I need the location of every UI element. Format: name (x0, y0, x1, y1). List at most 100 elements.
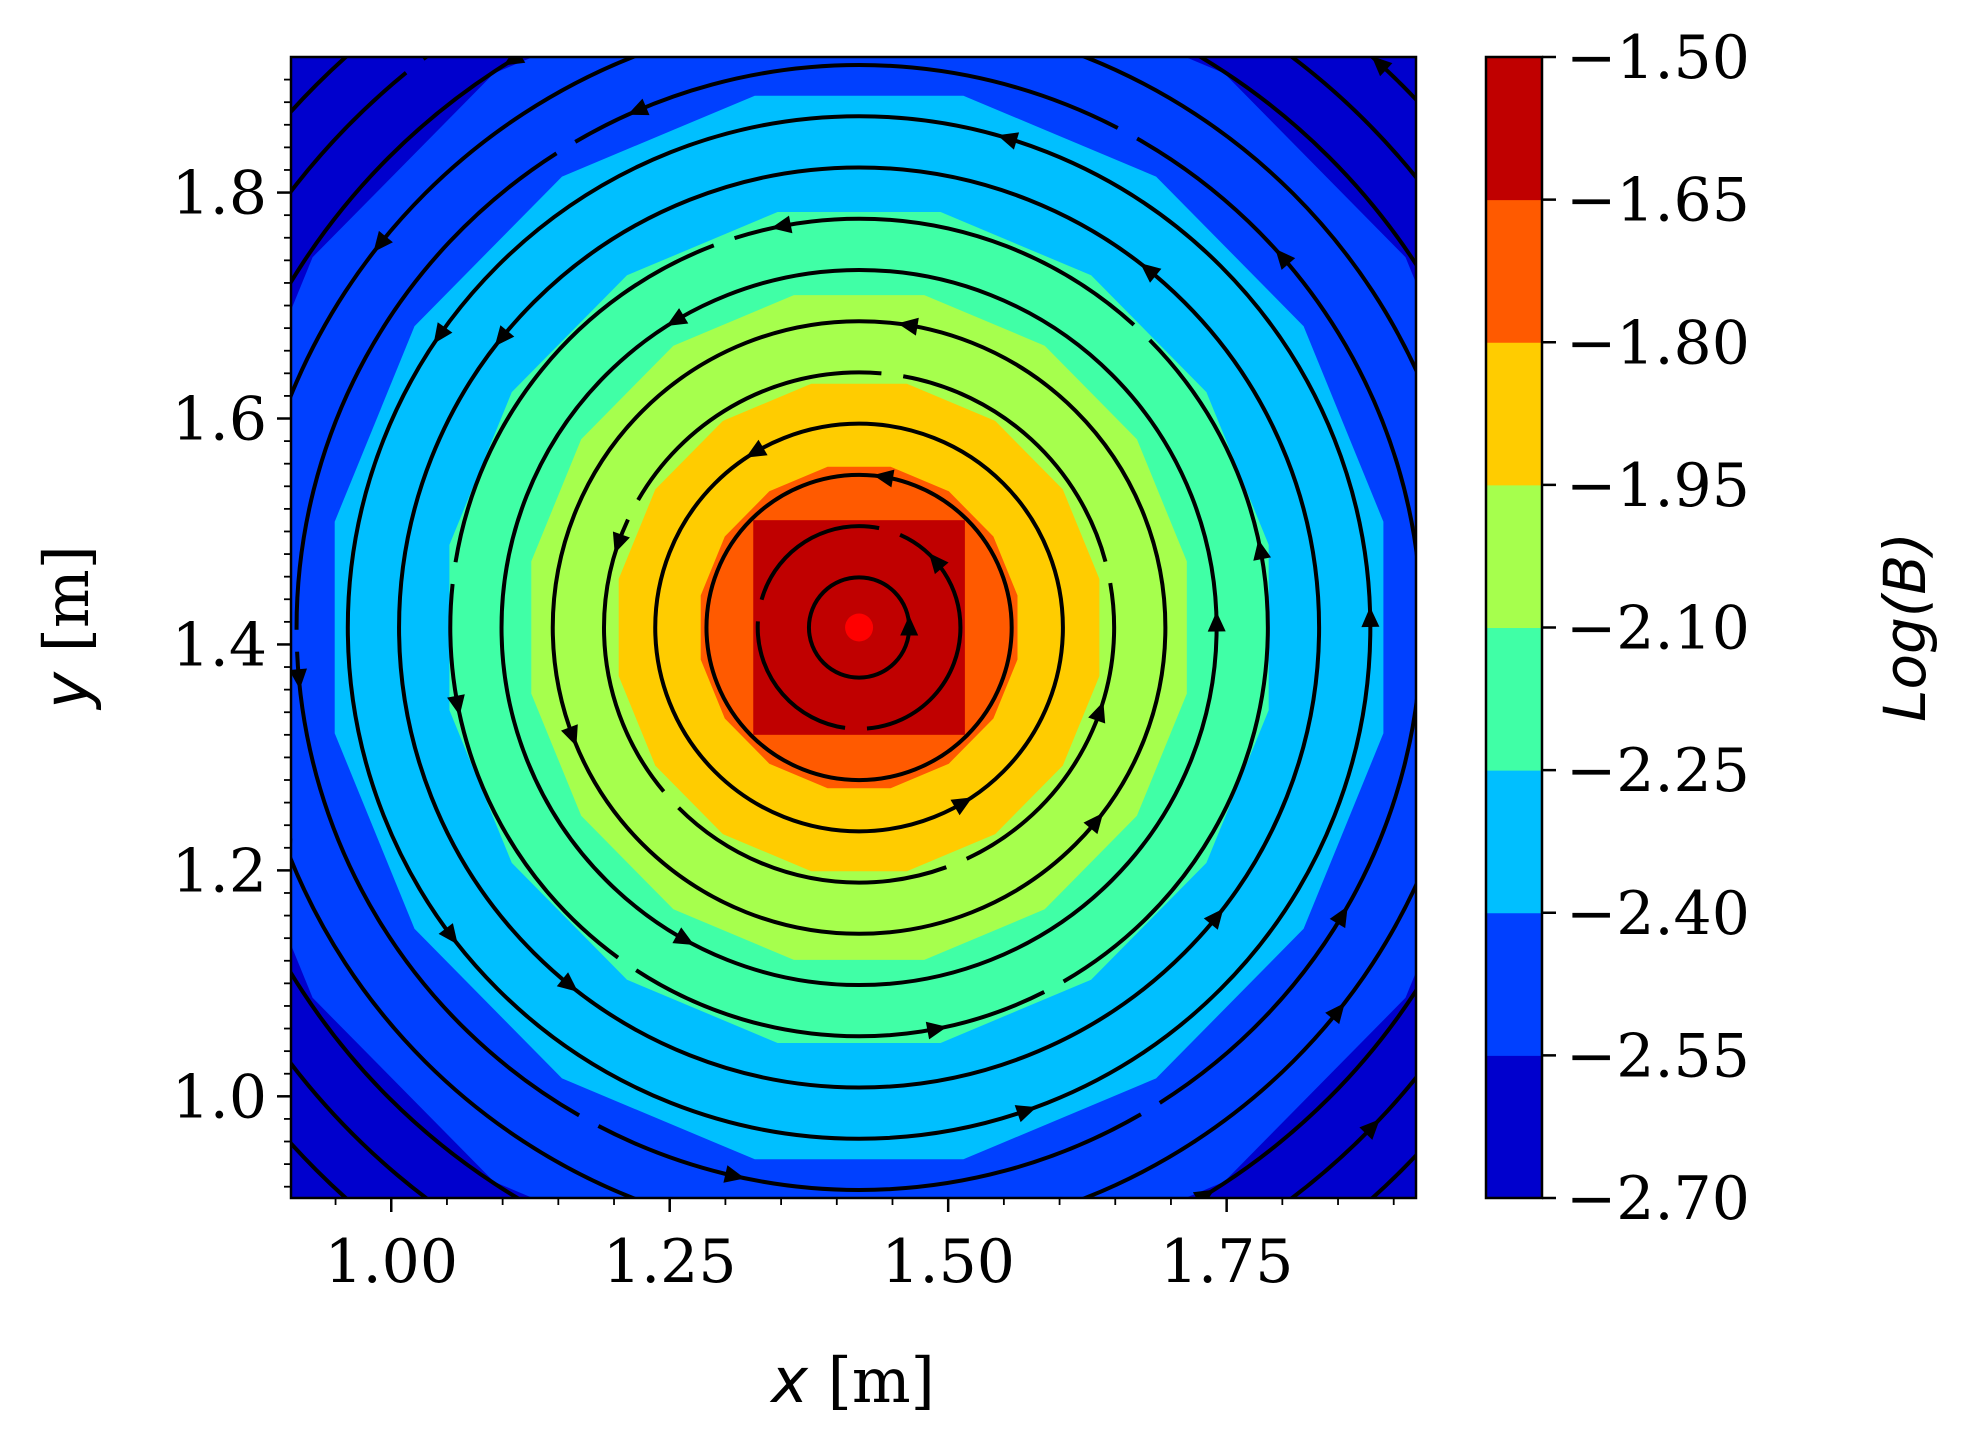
streamline-arrow (928, 553, 949, 575)
streamline (755, 524, 963, 731)
streamline (448, 216, 1270, 1039)
colorbar-title: Log(B) (1871, 532, 1939, 722)
streamline (294, 63, 1416, 1192)
streamline-arrow (1426, 395, 1443, 417)
streamline-arrow (1140, 263, 1162, 283)
y-tick-label: 1.0 (172, 1062, 267, 1132)
streamline-arrow (458, 1336, 480, 1353)
streamline-arrow (1275, 248, 1296, 270)
colorbar-tick-label: −2.70 (1566, 1164, 1750, 1234)
streamline-arrow (897, 317, 919, 336)
streamline-arrow (997, 132, 1020, 150)
streamline-arrow (438, 923, 458, 945)
contour-layer (291, 57, 1416, 1198)
y-tick-label: 1.4 (172, 610, 267, 680)
colorbar-tick-label: −2.40 (1566, 879, 1750, 949)
streamline-arrow (1088, 701, 1106, 724)
streamline-arrow (1361, 606, 1380, 628)
colorbar-segment (1486, 342, 1542, 486)
y-tick-label: 1.8 (172, 159, 267, 229)
center-marker (845, 613, 874, 642)
streamline-arrow (236, 76, 256, 97)
streamline-arrow (494, 325, 515, 347)
streamline-arrow (447, 694, 465, 716)
streamline-arrow (745, 439, 768, 458)
colorbar-segment (1486, 1055, 1542, 1199)
y-tick-label: 1.2 (172, 836, 267, 906)
streamline (345, 114, 1373, 1141)
streamline-arrow (723, 1165, 745, 1183)
streamline-arrow (43, 763, 61, 784)
y-axis-title: y [m] (30, 545, 103, 711)
streamline-arrow (528, 1199, 550, 1217)
colorbar-segment (1486, 199, 1542, 343)
streamline-arrow (1371, 57, 1393, 77)
colorbar-tick-label: −2.10 (1566, 594, 1750, 664)
streamline-arrow (134, 898, 151, 920)
colorbar: −2.70 −2.55 −2.40 −2.25 −2.10 −1.95 −1.80 −1.65… (1484, 23, 1750, 1234)
x-axis: 1.00 1.25 1.50 1.75 (324, 1198, 1395, 1297)
plot-frame (289, 55, 1418, 1200)
streamline-arrow (900, 615, 919, 636)
x-axis-variable: x (769, 1344, 809, 1417)
x-tick-label: 1.75 (1160, 1227, 1294, 1297)
streamline-arrow (1325, 1002, 1345, 1025)
streamline-arrow (1192, 1189, 1215, 1198)
colorbar-tick-label: −2.25 (1566, 736, 1750, 806)
streamline-arrow (756, 1224, 777, 1242)
plot-area (43, 10, 1633, 1393)
streamline-arrow (672, 927, 695, 945)
streamline-arrow (950, 797, 973, 816)
streamline-arrow (1329, 906, 1348, 929)
streamline-arrow (245, 1004, 263, 1026)
streamline-arrow (561, 724, 578, 747)
colorbar-segment (1486, 57, 1542, 201)
streamline-arrow (1615, 672, 1633, 693)
colorbar-tick-label: −2.55 (1566, 1021, 1750, 1091)
streamline-arrow (1083, 812, 1104, 835)
colorbar-segment (1486, 627, 1542, 771)
streamline-arrow (1253, 539, 1271, 561)
streamline (601, 370, 1117, 885)
y-axis: 1.0 1.2 1.4 1.6 1.8 (172, 78, 291, 1188)
colorbar-tick-label: −1.50 (1566, 23, 1750, 93)
colorbar-segment (1486, 912, 1542, 1056)
streamline (704, 472, 1014, 783)
streamline-arrow (627, 98, 650, 116)
streamline-arrow (188, 233, 206, 255)
x-tick-label: 1.00 (324, 1227, 458, 1297)
colorbar-tick-label: −1.95 (1566, 451, 1750, 521)
streamline-arrow (941, 13, 962, 31)
colorbar-tick-label: −1.65 (1566, 166, 1750, 236)
streamline-arrow (925, 1021, 948, 1040)
x-axis-unit: [m] (828, 1344, 935, 1417)
streamline-arrow (556, 972, 578, 992)
streamline-arrow (373, 230, 393, 253)
streamline-arrow (666, 308, 689, 326)
colorbar-segment (1486, 770, 1542, 914)
streamline-arrow (1014, 1105, 1037, 1123)
streamline-arrow (624, 1350, 646, 1367)
streamline-arrow (612, 531, 630, 554)
x-axis-title: x [m] (769, 1344, 935, 1417)
y-axis-variable: y (30, 671, 103, 711)
streamline-arrow (1562, 527, 1580, 548)
streamline-layer (43, 10, 1633, 1393)
streamline-arrow (1203, 908, 1224, 930)
streamline-arrow (291, 668, 307, 690)
streamline-arrow (1223, 10, 1245, 28)
colorbar-tick-label: −1.80 (1566, 308, 1750, 378)
streamline-arrow (1168, 39, 1190, 57)
streamline-arrow (1359, 1119, 1380, 1140)
streamline (653, 421, 1065, 834)
x-tick-label: 1.50 (881, 1227, 1015, 1297)
streamline-arrow (433, 322, 453, 344)
streamline-arrow (873, 469, 895, 488)
streamline (550, 319, 1168, 936)
streamline-arrow (1207, 611, 1226, 632)
x-tick-label: 1.25 (603, 1227, 737, 1297)
streamline-arrow (1169, 1376, 1191, 1393)
streamline (397, 165, 1322, 1090)
